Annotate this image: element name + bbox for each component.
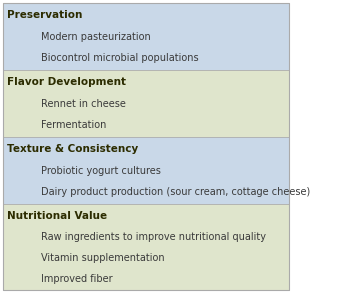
Text: Flavor Development: Flavor Development [7,77,126,87]
FancyBboxPatch shape [3,137,289,204]
Text: Probiotic yogurt cultures: Probiotic yogurt cultures [41,166,161,176]
FancyBboxPatch shape [3,70,289,137]
Text: Biocontrol microbial populations: Biocontrol microbial populations [41,53,198,63]
Text: Raw ingredients to improve nutritional quality: Raw ingredients to improve nutritional q… [41,232,266,242]
Text: Fermentation: Fermentation [41,120,106,130]
Text: Improved fiber: Improved fiber [41,274,113,285]
FancyBboxPatch shape [3,204,289,290]
Text: Dairy product production (sour cream, cottage cheese): Dairy product production (sour cream, co… [41,187,310,197]
Text: Texture & Consistency: Texture & Consistency [7,144,139,154]
FancyBboxPatch shape [3,3,289,70]
Text: Rennet in cheese: Rennet in cheese [41,98,126,109]
Text: Preservation: Preservation [7,10,83,20]
Text: Nutritional Value: Nutritional Value [7,211,108,221]
Text: Vitamin supplementation: Vitamin supplementation [41,253,164,263]
Text: Modern pasteurization: Modern pasteurization [41,32,151,42]
